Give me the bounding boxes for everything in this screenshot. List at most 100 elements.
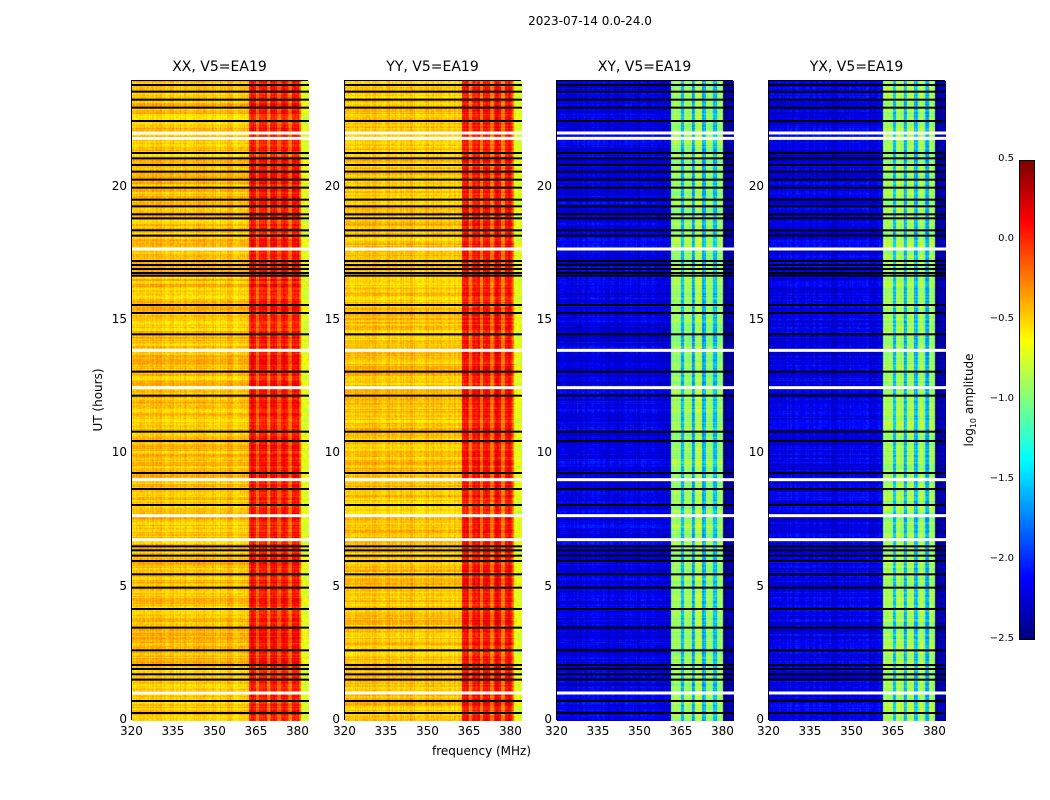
flagged-row: [132, 213, 309, 216]
flagged-row: [769, 90, 946, 93]
flagged-row: [769, 234, 946, 237]
y-tick-label: 0: [332, 712, 340, 726]
flagged-row: [557, 545, 734, 548]
flagged-row: [769, 98, 946, 101]
flagged-row: [345, 157, 522, 160]
colorbar-tick-label: 0.0: [998, 233, 1014, 244]
flagged-row: [557, 234, 734, 237]
blank-row: [132, 478, 309, 482]
flagged-row: [557, 700, 734, 702]
x-tick-label: 335: [161, 724, 185, 738]
flagged-row: [557, 586, 734, 589]
flagged-row: [345, 106, 522, 109]
x-tick-label: 350: [415, 724, 439, 738]
flagged-row: [769, 186, 946, 189]
flagged-row: [557, 673, 734, 676]
flagged-row: [769, 205, 946, 208]
flagged-row: [345, 90, 522, 93]
blank-row: [557, 247, 734, 251]
flagged-row: [132, 152, 309, 154]
y-tick-label: 0: [756, 712, 764, 726]
blank-row: [769, 247, 946, 251]
flagged-row: [132, 205, 309, 208]
flagged-row: [132, 608, 309, 610]
flagged-row: [557, 668, 734, 670]
y-tick-label: 10: [536, 445, 552, 460]
colorbar-label-subscript: 10: [969, 417, 979, 429]
flagged-row: [557, 198, 734, 201]
flagged-row: [557, 504, 734, 506]
blank-row: [345, 691, 522, 695]
flagged-row: [769, 472, 946, 474]
flagged-row: [132, 440, 309, 442]
flagged-row: [557, 608, 734, 610]
panel-title: YY, V5=EA19: [386, 59, 479, 75]
flagged-row: [132, 668, 309, 670]
blank-row: [132, 247, 309, 251]
flagged-row: [557, 488, 734, 490]
flagged-row: [769, 272, 946, 274]
x-tick-label: 335: [374, 724, 398, 738]
blank-row: [345, 136, 522, 140]
colorbar-label-end: amplitude: [961, 353, 976, 418]
flagged-row: [132, 673, 309, 676]
colorbar-tick-label: −2.0: [989, 553, 1014, 564]
flagged-row: [345, 549, 522, 552]
heatmap-panel-1: [131, 80, 309, 721]
flagged-row: [132, 554, 309, 557]
flagged-row: [132, 678, 309, 681]
flagged-row: [132, 504, 309, 506]
figure-title: 2023-07-14 0.0-24.0: [528, 14, 652, 28]
blank-row: [769, 514, 946, 518]
flagged-row: [557, 678, 734, 681]
flagged-row: [345, 440, 522, 442]
flagged-row: [769, 664, 946, 666]
flagged-row: [557, 217, 734, 220]
blank-row: [345, 386, 522, 390]
colorbar-tick-label: −1.5: [989, 473, 1014, 484]
blank-row: [769, 348, 946, 352]
flagged-row: [557, 260, 734, 262]
flagged-row: [769, 304, 946, 306]
flagged-row: [769, 264, 946, 266]
y-tick-label: 10: [111, 445, 127, 460]
panel-title: XY, V5=EA19: [597, 59, 692, 75]
x-tick-label: 320: [545, 724, 568, 738]
blank-row: [132, 386, 309, 390]
flagged-row: [345, 260, 522, 262]
flagged-row: [132, 649, 309, 652]
flagged-row: [345, 545, 522, 548]
flagged-row: [345, 608, 522, 610]
flagged-row: [345, 272, 522, 274]
flagged-row: [132, 84, 309, 86]
flagged-row: [132, 170, 309, 173]
flagged-row: [345, 178, 522, 181]
flagged-row: [557, 626, 734, 629]
flagged-row: [132, 264, 309, 266]
colorbar-gradient: [1020, 161, 1034, 639]
flagged-row: [769, 678, 946, 681]
blank-row: [345, 247, 522, 251]
flagged-row: [345, 268, 522, 270]
flagged-row: [132, 178, 309, 181]
flagged-row: [557, 649, 734, 652]
flagged-row: [769, 700, 946, 702]
x-tick-label: 335: [586, 724, 610, 738]
x-tick-label: 320: [120, 724, 143, 738]
flagged-row: [132, 333, 309, 336]
flagged-row: [132, 157, 309, 160]
blank-row: [557, 348, 734, 352]
flagged-row: [132, 234, 309, 237]
flagged-row: [345, 304, 522, 306]
colorbar-tick-label: −0.5: [989, 313, 1014, 324]
flagged-row: [769, 554, 946, 557]
flagged-row: [557, 84, 734, 86]
flagged-row: [557, 164, 734, 166]
x-tick-label: 365: [669, 724, 693, 738]
flagged-row: [557, 472, 734, 474]
blank-row: [132, 136, 309, 140]
flagged-row: [557, 98, 734, 101]
flagged-row: [345, 164, 522, 166]
flagged-row: [345, 170, 522, 173]
flagged-row: [132, 586, 309, 589]
